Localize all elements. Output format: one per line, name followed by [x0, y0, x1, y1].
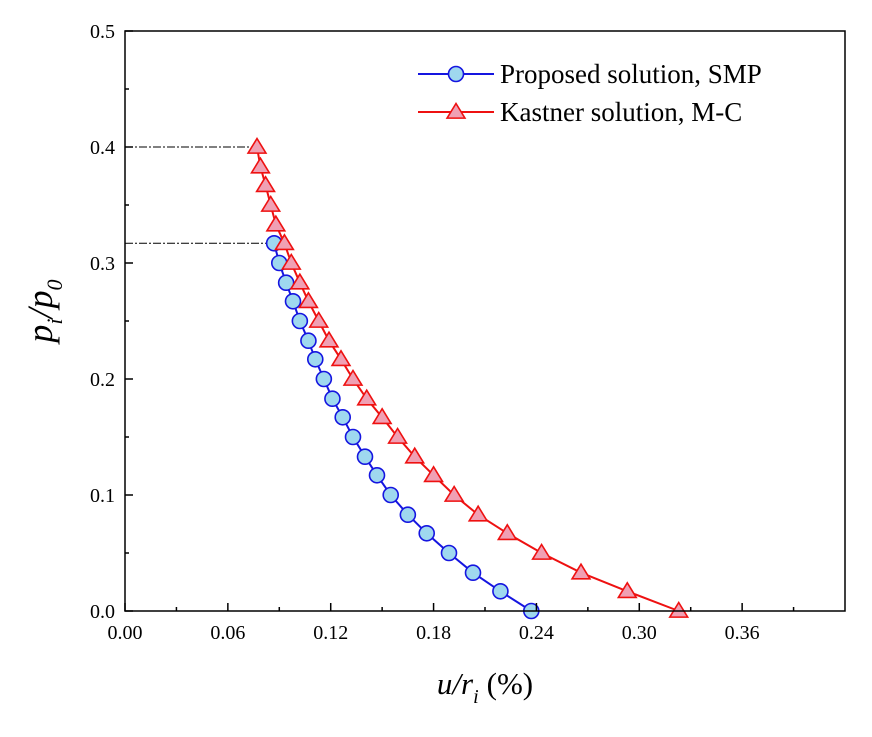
- series-point: [274, 233, 295, 251]
- series-point: [334, 408, 352, 426]
- x-axis-title-unit: (%): [487, 666, 533, 701]
- series-point: [570, 562, 592, 580]
- reference-lines: [125, 146, 275, 244]
- x-tick-label: 0.06: [210, 622, 245, 644]
- y-axis-title: pi/p0: [20, 279, 67, 345]
- series-point: [284, 292, 302, 310]
- x-tick-label: 0.18: [416, 622, 451, 644]
- legend-item: Proposed solution, SMP: [418, 59, 762, 89]
- series-point: [250, 156, 271, 174]
- series-point: [387, 426, 408, 444]
- series-point: [300, 332, 317, 350]
- y-axis-title-p: p: [20, 325, 60, 346]
- series-point: [382, 486, 400, 504]
- series-point: [492, 582, 509, 600]
- y-tick-label: 0.4: [90, 137, 115, 159]
- series-point: [356, 448, 374, 466]
- series-point: [324, 390, 341, 408]
- y-axis: 0.0 0.1 0.2 0.3 0.4 0.5: [90, 21, 133, 623]
- series-point: [315, 370, 333, 388]
- series-point: [356, 388, 378, 406]
- series-point: [464, 564, 482, 582]
- series-point: [404, 446, 426, 464]
- series-point: [399, 506, 417, 524]
- y-axis-title-p-sub: i: [42, 318, 67, 324]
- x-axis: 0.00 0.06 0.12 0.18 0.24 0.30 0.36: [108, 603, 795, 644]
- series-point: [467, 504, 489, 522]
- series-point: [280, 252, 302, 270]
- y-axis-title-zero-sub: 0: [42, 279, 67, 290]
- legend-label: Kastner solution, M-C: [500, 97, 742, 127]
- series-point: [418, 524, 436, 542]
- series-point: [344, 428, 362, 446]
- x-tick-label: 0.00: [108, 622, 143, 644]
- y-tick-label: 0.1: [90, 485, 115, 507]
- series-point: [298, 291, 319, 309]
- x-axis-title: u/ri (%): [437, 666, 533, 708]
- x-axis-title-main: u/r: [437, 666, 474, 701]
- series-point: [330, 349, 352, 367]
- x-tick-label: 0.12: [313, 622, 348, 644]
- y-axis-title-slash: /p: [20, 290, 60, 320]
- y-tick-label: 0.2: [90, 369, 115, 391]
- legend-item: Kastner solution, M-C: [418, 97, 742, 127]
- series-2: [246, 136, 690, 618]
- series-point: [616, 581, 638, 599]
- x-tick-label: 0.36: [725, 622, 760, 644]
- series-point: [246, 136, 268, 154]
- legend: Proposed solution, SMP Kastner solution, …: [418, 59, 762, 127]
- series-point: [668, 600, 690, 618]
- y-tick-label: 0.3: [90, 253, 115, 275]
- series-point: [255, 175, 276, 193]
- series-point: [496, 523, 518, 541]
- series-point: [265, 214, 287, 232]
- series-point: [440, 544, 458, 562]
- y-tick-label: 0.0: [90, 601, 115, 623]
- series-point: [306, 350, 324, 368]
- x-tick-label: 0.24: [519, 622, 554, 644]
- series-point: [368, 466, 386, 484]
- series-1: [265, 234, 540, 620]
- x-tick-label: 0.30: [622, 622, 657, 644]
- series-point: [318, 330, 340, 348]
- x-axis-title-sub: i: [473, 686, 479, 708]
- legend-label: Proposed solution, SMP: [500, 59, 762, 89]
- series-point: [371, 407, 393, 425]
- series-point: [291, 312, 309, 330]
- series-point: [531, 542, 552, 560]
- series-point: [443, 484, 465, 502]
- series-point: [308, 310, 330, 328]
- series-point: [277, 274, 295, 292]
- legend-marker: [447, 65, 465, 83]
- series-point: [423, 465, 444, 483]
- legend-marker: [445, 101, 467, 119]
- series-layer: [246, 136, 690, 620]
- series-point: [289, 272, 311, 290]
- series-point: [342, 368, 364, 386]
- series-point: [260, 194, 282, 212]
- y-tick-label: 0.5: [90, 21, 115, 43]
